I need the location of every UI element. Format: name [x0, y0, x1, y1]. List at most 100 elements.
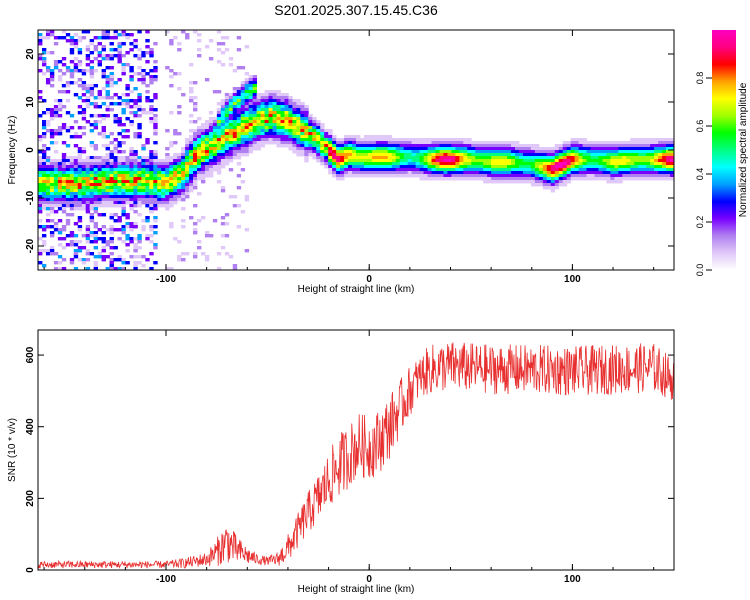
heatmap-cell	[352, 159, 357, 163]
heatmap-cell	[113, 189, 118, 193]
heatmap-cell	[177, 195, 182, 199]
heatmap-cell	[526, 165, 532, 169]
heatmap-cell	[280, 123, 285, 127]
heatmap-cell	[284, 114, 289, 118]
heatmap-cell	[375, 174, 381, 178]
heatmap-cell	[109, 165, 114, 169]
heatmap-cell	[256, 126, 261, 130]
heatmap-cell	[137, 48, 142, 52]
heatmap-cell	[534, 183, 540, 187]
heatmap-cell	[244, 102, 250, 106]
heatmap-cell	[204, 234, 210, 238]
heatmap-cell	[137, 126, 142, 130]
heatmap-cell	[530, 180, 536, 184]
heatmap-cell	[69, 159, 75, 163]
heatmap-cell	[121, 258, 126, 262]
heatmap-cell	[606, 165, 611, 169]
heatmap-cell	[81, 132, 87, 136]
heatmap-cell	[503, 180, 508, 184]
heatmap-cell	[105, 267, 110, 270]
heatmap-cell	[145, 195, 150, 199]
heatmap-cell	[654, 153, 659, 157]
heatmap-cell	[149, 174, 154, 178]
heatmap-cell	[69, 213, 75, 217]
heatmap-cell	[507, 174, 512, 178]
heatmap-cell	[232, 147, 238, 151]
heatmap-cell	[197, 138, 202, 142]
heatmap-cell	[181, 171, 186, 175]
heatmap-cell	[77, 135, 83, 139]
heatmap-cell	[65, 33, 71, 37]
heatmap-cell	[113, 180, 118, 184]
heatmap-cell	[193, 159, 198, 163]
heatmap-cell	[133, 246, 138, 250]
heatmap-cell	[220, 129, 226, 133]
heatmap-cell	[395, 141, 401, 145]
heatmap-cell	[157, 192, 162, 196]
heatmap-cell	[332, 156, 337, 160]
heatmap-cell	[526, 147, 532, 151]
heatmap-cell	[371, 156, 377, 160]
heatmap-cell	[240, 90, 246, 94]
heatmap-cell	[312, 120, 317, 124]
heatmap-cell	[272, 90, 277, 94]
heatmap-cell	[113, 81, 118, 85]
heatmap-cell	[423, 156, 428, 160]
heatmap-cell	[177, 162, 182, 166]
heatmap-cell	[137, 66, 142, 70]
heatmap-cell	[197, 129, 202, 133]
heatmap-cell	[49, 225, 55, 229]
heatmap-cell	[149, 108, 154, 112]
heatmap-cell	[38, 96, 43, 100]
heatmap-cell	[133, 39, 138, 43]
heatmap-cell	[77, 48, 83, 52]
heatmap-cell	[276, 105, 281, 109]
heatmap-cell	[570, 147, 576, 151]
x-tick-label: 0	[366, 274, 372, 285]
heatmap-cell	[550, 171, 556, 175]
heatmap-cell	[77, 39, 83, 43]
heatmap-cell	[244, 129, 250, 133]
heatmap-cell	[240, 123, 246, 127]
heatmap-cell	[85, 156, 91, 160]
heatmap-cell	[97, 237, 102, 241]
heatmap-cell	[562, 174, 568, 178]
heatmap-cell	[646, 147, 651, 151]
heatmap-cell	[256, 132, 261, 136]
heatmap-cell	[169, 198, 174, 202]
heatmap-cell	[97, 180, 102, 184]
heatmap-cell	[200, 135, 206, 139]
heatmap-cell	[208, 234, 214, 238]
heatmap-cell	[89, 165, 95, 169]
heatmap-cell	[503, 174, 508, 178]
heatmap-cell	[288, 123, 293, 127]
heatmap-cell	[145, 60, 150, 64]
heatmap-cell	[240, 147, 246, 151]
heatmap-cell	[153, 201, 158, 205]
heatmap-cell	[141, 81, 146, 85]
heatmap-cell	[121, 186, 126, 190]
heatmap-cell	[69, 165, 75, 169]
heatmap-cell	[503, 153, 508, 157]
heatmap-cell	[189, 168, 194, 172]
heatmap-cell	[280, 129, 285, 133]
heatmap-cell	[232, 195, 238, 199]
heatmap-cell	[165, 159, 170, 163]
heatmap-cell	[69, 171, 75, 175]
heatmap-cell	[650, 141, 655, 145]
heatmap-cell	[570, 138, 576, 142]
heatmap-cell	[467, 159, 472, 163]
heatmap-cell	[53, 252, 59, 256]
heatmap-cell	[344, 141, 349, 145]
heatmap-cell	[232, 126, 238, 130]
heatmap-cell	[292, 144, 297, 148]
heatmap-cell	[495, 150, 500, 154]
heatmap-cell	[137, 186, 142, 190]
heatmap-cell	[244, 123, 250, 127]
heatmap-cell	[57, 207, 63, 211]
heatmap-cell	[129, 183, 134, 187]
heatmap-cell	[129, 69, 134, 73]
heatmap-cell	[228, 57, 234, 61]
heatmap-cell	[495, 141, 500, 145]
heatmap-cell	[236, 114, 242, 118]
